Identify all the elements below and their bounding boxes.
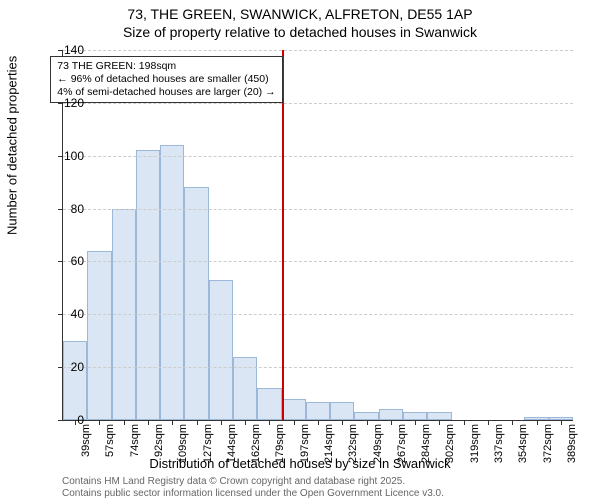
gridline bbox=[63, 50, 573, 51]
histogram-bar bbox=[379, 409, 403, 420]
x-tick-mark bbox=[512, 420, 513, 425]
bars-container bbox=[63, 50, 573, 420]
histogram-bar bbox=[306, 402, 330, 421]
histogram-bar bbox=[136, 150, 160, 420]
y-tick-mark bbox=[58, 50, 63, 51]
gridline bbox=[63, 209, 573, 210]
y-tick-label: 60 bbox=[71, 254, 84, 268]
y-tick-mark bbox=[58, 261, 63, 262]
attribution-line-2: Contains public sector information licen… bbox=[62, 488, 444, 499]
y-tick-label: 100 bbox=[64, 149, 84, 163]
x-tick-mark bbox=[124, 420, 125, 425]
y-axis-label: Number of detached properties bbox=[5, 56, 20, 235]
histogram-bar bbox=[233, 357, 257, 420]
histogram-bar bbox=[87, 251, 111, 420]
y-tick-mark bbox=[58, 314, 63, 315]
x-tick-mark bbox=[269, 420, 270, 425]
y-tick-label: 20 bbox=[71, 360, 84, 374]
annotation-larger-pct: 4% of semi-detached houses are larger (2… bbox=[57, 86, 275, 99]
x-tick-mark bbox=[415, 420, 416, 425]
x-tick-mark bbox=[488, 420, 489, 425]
histogram-bar bbox=[354, 412, 378, 420]
y-tick-label: 40 bbox=[71, 307, 84, 321]
x-tick-mark bbox=[294, 420, 295, 425]
x-axis-label: Distribution of detached houses by size … bbox=[0, 456, 600, 471]
gridline bbox=[63, 314, 573, 315]
chart-title-address: 73, THE GREEN, SWANWICK, ALFRETON, DE55 … bbox=[0, 6, 600, 22]
x-tick-mark bbox=[197, 420, 198, 425]
annotation-subject: 73 THE GREEN: 198sqm bbox=[57, 60, 275, 73]
x-tick-mark bbox=[439, 420, 440, 425]
attribution-line-1: Contains HM Land Registry data © Crown c… bbox=[62, 476, 405, 487]
plot-area: 73 THE GREEN: 198sqm ← 96% of detached h… bbox=[62, 50, 573, 421]
histogram-bar bbox=[257, 388, 281, 420]
x-tick-mark bbox=[464, 420, 465, 425]
x-tick-mark bbox=[537, 420, 538, 425]
histogram-bar bbox=[330, 402, 354, 421]
x-tick-mark bbox=[75, 420, 76, 425]
histogram-bar bbox=[160, 145, 184, 420]
histogram-bar bbox=[403, 412, 427, 420]
x-tick-mark bbox=[342, 420, 343, 425]
y-tick-mark bbox=[58, 367, 63, 368]
histogram-bar bbox=[184, 187, 208, 420]
y-tick-mark bbox=[58, 156, 63, 157]
x-tick-mark bbox=[148, 420, 149, 425]
histogram-bar bbox=[209, 280, 233, 420]
x-tick-mark bbox=[367, 420, 368, 425]
y-tick-mark bbox=[58, 209, 63, 210]
histogram-bar bbox=[427, 412, 451, 420]
annotation-box: 73 THE GREEN: 198sqm ← 96% of detached h… bbox=[50, 56, 282, 103]
x-tick-mark bbox=[391, 420, 392, 425]
chart-subtitle: Size of property relative to detached ho… bbox=[0, 24, 600, 40]
x-tick-mark bbox=[245, 420, 246, 425]
y-tick-mark bbox=[58, 420, 63, 421]
y-tick-label: 80 bbox=[71, 202, 84, 216]
reference-line bbox=[282, 50, 284, 420]
gridline bbox=[63, 261, 573, 262]
x-tick-mark bbox=[318, 420, 319, 425]
x-tick-mark bbox=[561, 420, 562, 425]
histogram-bar bbox=[63, 341, 87, 420]
histogram-bar bbox=[282, 399, 306, 420]
y-tick-label: 120 bbox=[64, 96, 84, 110]
property-size-histogram: 73, THE GREEN, SWANWICK, ALFRETON, DE55 … bbox=[0, 0, 600, 500]
gridline bbox=[63, 367, 573, 368]
x-tick-mark bbox=[221, 420, 222, 425]
x-tick-mark bbox=[99, 420, 100, 425]
x-tick-mark bbox=[172, 420, 173, 425]
annotation-smaller-pct: ← 96% of detached houses are smaller (45… bbox=[57, 73, 275, 86]
y-tick-label: 140 bbox=[64, 43, 84, 57]
gridline bbox=[63, 156, 573, 157]
